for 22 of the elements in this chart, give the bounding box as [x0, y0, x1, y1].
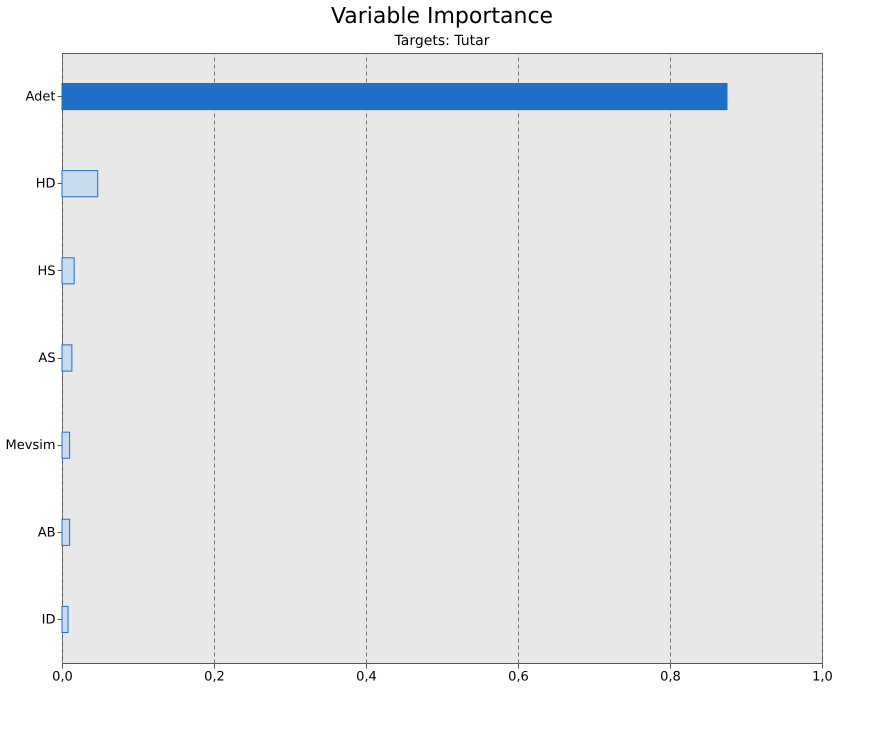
bar — [62, 344, 72, 372]
x-tick-label: 1,0 — [812, 670, 833, 684]
y-tick-label: ID — [42, 612, 56, 628]
y-tick-label: HS — [37, 264, 56, 279]
bar — [62, 432, 70, 459]
bar — [62, 606, 69, 633]
x-tick-label: 0,2 — [204, 670, 225, 684]
bar — [62, 83, 728, 110]
chart-title: Variable Importance — [330, 4, 554, 29]
x-tick-label: 0,6 — [508, 670, 529, 684]
chart-subtitle: Targets: Tutar — [394, 33, 490, 49]
y-tick-label: AB — [38, 525, 56, 540]
y-tick-label: HD — [36, 176, 56, 192]
bar — [62, 257, 75, 284]
x-tick-label: 0,8 — [660, 670, 681, 684]
bar — [62, 518, 70, 546]
y-tick-label: Mevsim — [6, 438, 56, 454]
y-tick-label: Adet — [25, 90, 56, 105]
x-tick-label: 0,0 — [52, 670, 73, 684]
y-tick-label: AS — [38, 351, 56, 366]
bar — [62, 170, 98, 198]
x-tick-label: 0,4 — [356, 670, 377, 684]
